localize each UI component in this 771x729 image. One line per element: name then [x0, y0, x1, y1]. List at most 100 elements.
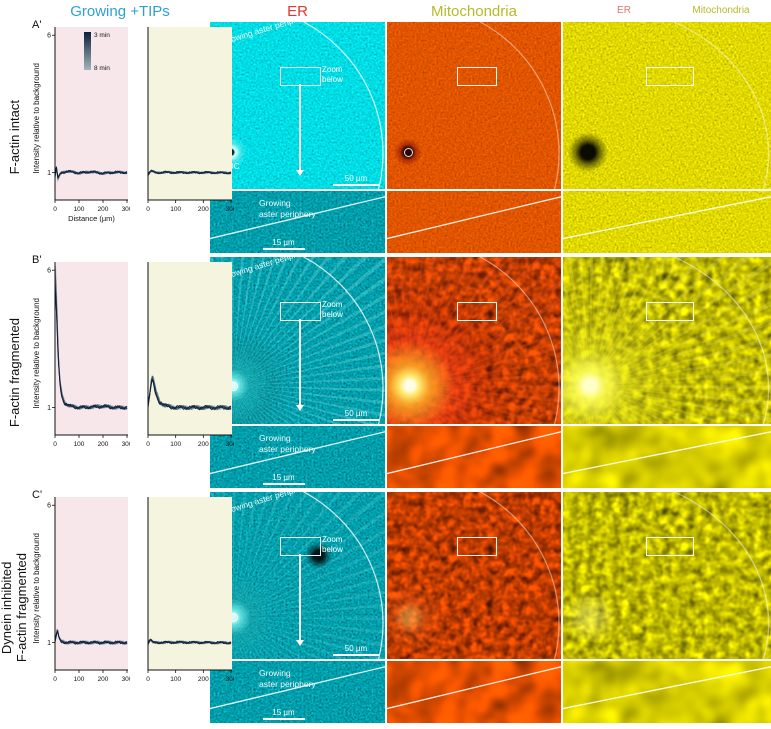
microscopy-texture [563, 191, 771, 253]
svg-text:100: 100 [74, 206, 85, 213]
svg-text:6: 6 [47, 503, 51, 510]
legend-8min: 8 min [94, 65, 110, 72]
microscopy-texture [563, 661, 771, 723]
zoom-below-label: Zoom below [322, 535, 343, 553]
svg-text:300: 300 [226, 676, 234, 683]
svg-text:1: 1 [47, 405, 51, 412]
zoom-label-line1: Zoom [322, 535, 343, 545]
svg-text:300: 300 [122, 441, 130, 448]
aster-periphery-arc [302, 492, 384, 659]
plot-panel-letter: C' [32, 489, 43, 501]
svg-text:100: 100 [74, 441, 85, 448]
y-axis-label-text: Intensity relative to background [32, 297, 41, 409]
plot-a-er: 0 100 200 300 1 6 Distance (µm) 3 min 8 min [42, 24, 133, 224]
periphery-line [563, 191, 771, 253]
aster-periphery-arc [672, 492, 770, 659]
scalebar-label: 50 µm [344, 643, 368, 653]
svg-text:300: 300 [122, 206, 130, 213]
svg-text:0: 0 [146, 676, 150, 683]
y-axis-label-text: Intensity relative to background [32, 532, 41, 644]
aster-periphery-arc [302, 257, 384, 424]
row-label-b: F-actin fragmented [0, 257, 30, 488]
svg-text:100: 100 [74, 676, 85, 683]
svg-text:200: 200 [198, 206, 209, 213]
microscopy-texture [563, 492, 771, 659]
svg-text:0: 0 [53, 206, 57, 213]
plot-panel-letter: B' [32, 254, 42, 266]
zoom-periphery-line2: aster periphery [259, 443, 316, 454]
zoom-arrowhead-icon [296, 169, 305, 176]
zoom-arrow-line [299, 318, 301, 406]
plots-c: C' Intensity relative to background 0 100… [31, 489, 237, 723]
zoom-below-label: Zoom below [322, 65, 343, 83]
svg-text:0: 0 [53, 676, 57, 683]
zoom-arrowhead-icon [296, 639, 305, 646]
scalebar-label: 15 µm [272, 707, 295, 717]
zoom-periphery-label: Growing aster periphery [259, 198, 316, 218]
panel-c-mito-zoom [563, 661, 771, 723]
panel-c-er-zoom [387, 661, 561, 723]
plot-c-mito: 0 100 200 300 [146, 494, 237, 694]
y-axis-label: Intensity relative to background [31, 506, 42, 670]
zoom-region-box [456, 302, 497, 321]
header-er: ER [287, 2, 308, 20]
svg-text:300: 300 [226, 441, 234, 448]
panel-b-mito-main [563, 257, 771, 424]
y-axis-label-text: Intensity relative to background [32, 62, 41, 174]
scalebar-50um: 50 µm [333, 643, 379, 656]
aster-periphery-arc [302, 22, 384, 189]
plot-header-er: ER [617, 5, 631, 16]
zoom-region-box [456, 67, 497, 86]
panel-c-tips-zoom: Growing aster periphery 15 µm [210, 661, 385, 723]
row-label-a: F-actin intact [0, 22, 30, 253]
plots-b: B' Intensity relative to background 0 100… [32, 254, 237, 488]
column-header-row: Growing +TIPs ER Mitochondria ER Mitocho… [0, 0, 771, 22]
svg-text:1: 1 [47, 640, 51, 647]
svg-text:1: 1 [47, 170, 51, 177]
svg-text:100: 100 [170, 676, 181, 683]
row-label-text: F-actin fragmented [6, 317, 22, 428]
panel-a-er-main [387, 22, 561, 189]
svg-text:200: 200 [198, 676, 209, 683]
plot-b-er: 0 100 200 300 1 6 [42, 259, 133, 459]
plot-panel-letter: A' [32, 19, 42, 31]
row-dynein-inhibited: Dynein inhibited F-actin fragmented C Gr… [0, 489, 771, 723]
panel-b-er-zoom [387, 426, 561, 488]
microscopy-texture [387, 661, 561, 723]
svg-text:100: 100 [170, 441, 181, 448]
legend-3min: 3 min [94, 32, 110, 39]
zoom-periphery-line2: aster periphery [259, 208, 316, 219]
zoom-arrow-line [299, 83, 301, 171]
periphery-line [387, 426, 561, 488]
periphery-line [210, 191, 385, 253]
mtoc-circle-marker [403, 148, 413, 158]
panel-b-mito-zoom [563, 426, 771, 488]
row-f-actin-intact: F-actin intact A Growing aster periphery… [0, 19, 771, 253]
panel-a-tips-zoom: Growing aster periphery 15 µm [210, 191, 385, 253]
microscopy-texture [387, 191, 561, 253]
panel-b-er-main [387, 257, 561, 424]
scalebar-15um: 15 µm [262, 238, 305, 250]
microscopy-texture [210, 191, 385, 253]
svg-text:200: 200 [98, 206, 109, 213]
scalebar-label: 50 µm [344, 408, 368, 418]
periphery-line [563, 426, 771, 488]
zoom-label-line2: below [322, 544, 343, 554]
svg-text:0: 0 [53, 441, 57, 448]
panel-c-er-main [387, 492, 561, 659]
scalebar-15um: 15 µm [262, 473, 305, 485]
svg-text:6: 6 [47, 268, 51, 275]
time-legend: 3 min 8 min [84, 32, 110, 72]
plot-b-mito: 0 100 200 300 [146, 259, 237, 459]
periphery-line [210, 661, 385, 723]
scalebar-15um: 15 µm [262, 707, 305, 720]
zoom-region-box [646, 67, 694, 86]
plot-c-er: 0 100 200 300 1 6 [42, 494, 133, 694]
svg-text:0: 0 [146, 441, 150, 448]
row-label-c: Dynein inhibited F-actin fragmented [0, 492, 30, 723]
row-label-text: F-actin intact [6, 100, 22, 175]
zoom-periphery-label: Growing aster periphery [259, 668, 316, 688]
periphery-line [387, 661, 561, 723]
